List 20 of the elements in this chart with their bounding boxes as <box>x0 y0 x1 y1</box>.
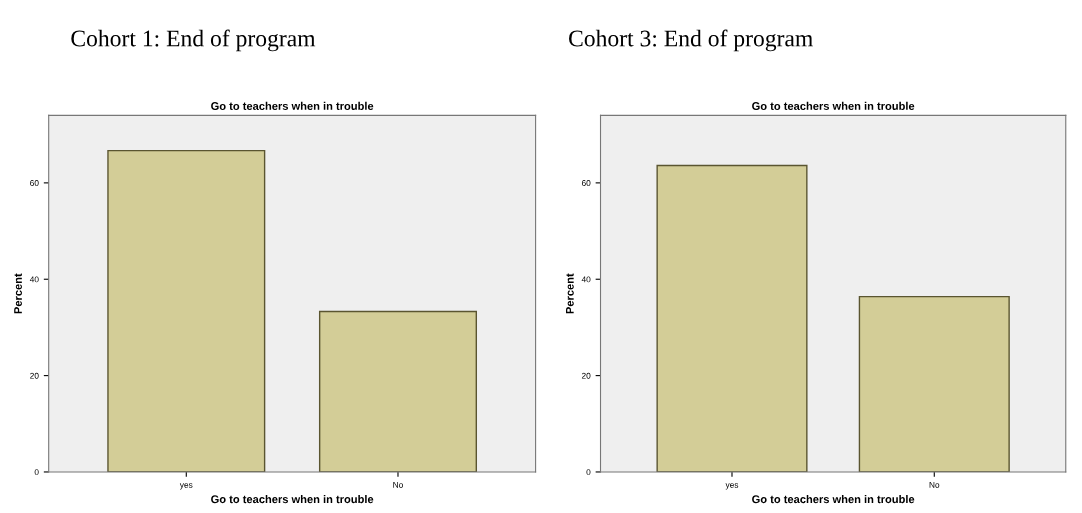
chart-subtitle: Go to teachers when in trouble <box>211 101 374 110</box>
y-tick-label: 0 <box>586 469 591 476</box>
x-tick-label: yes <box>179 483 193 490</box>
chart-subtitle: Go to teachers when in trouble <box>752 101 915 110</box>
x-axis-title: Go to teachers when in trouble <box>752 495 915 504</box>
chart-title: Cohort 3: End of program <box>569 29 813 52</box>
y-tick-label: 20 <box>581 372 591 379</box>
y-tick-label: 60 <box>581 180 591 186</box>
y-axis-title: Percent <box>566 273 574 314</box>
x-tick-label: No <box>929 481 940 488</box>
x-axis-title: Go to teachers when in trouble <box>211 495 374 504</box>
y-axis-title: Percent <box>14 273 22 314</box>
y-tick-label: 40 <box>29 276 39 283</box>
y-tick-label: 0 <box>34 469 39 476</box>
y-tick-label: 60 <box>30 180 39 186</box>
chart-title: Cohort 1: End of program <box>71 29 316 52</box>
x-tick-label: No <box>393 481 403 488</box>
x-tick-label: yes <box>725 483 739 490</box>
y-tick-label: 20 <box>30 372 39 379</box>
y-tick-label: 40 <box>581 276 591 283</box>
